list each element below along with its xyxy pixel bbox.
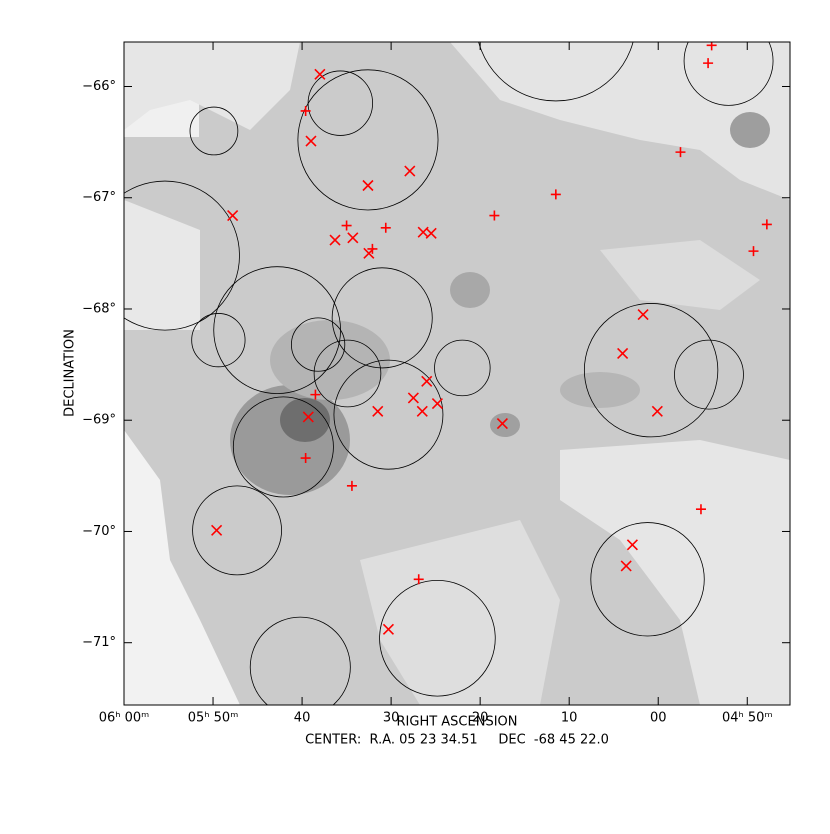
plus-marker — [300, 105, 311, 116]
x-marker — [626, 539, 638, 551]
x-marker — [496, 417, 508, 430]
region-circle — [333, 359, 444, 470]
region-circle — [434, 339, 491, 397]
region-circle — [291, 317, 346, 372]
region-circle — [313, 339, 382, 408]
region-circle — [683, 42, 774, 106]
y-tick-label: −70° — [82, 524, 116, 539]
plus-marker — [550, 189, 561, 200]
y-tick-label: −68° — [82, 301, 116, 316]
region-circle — [674, 339, 744, 410]
x-marker — [329, 234, 341, 246]
x-marker — [620, 560, 632, 572]
region-circle — [297, 69, 439, 211]
x-tick-label: 10 — [561, 711, 578, 726]
y-tick-label: −66° — [82, 79, 116, 94]
region-circle — [192, 485, 282, 576]
x-marker — [302, 411, 314, 423]
plus-marker — [380, 222, 391, 233]
plus-marker — [413, 574, 424, 585]
x-tick-label: 00 — [650, 711, 667, 726]
plot-frame — [123, 41, 791, 706]
x-tick-label: 20 — [472, 711, 489, 726]
x-tick-label: 30 — [383, 711, 400, 726]
plus-marker — [300, 453, 311, 464]
x-marker — [211, 524, 223, 536]
region-circle — [583, 303, 719, 438]
x-marker — [651, 405, 663, 417]
plus-marker — [761, 219, 772, 230]
plus-marker — [695, 504, 706, 515]
x-tick-label: 40 — [294, 711, 311, 726]
region-circle — [232, 396, 334, 498]
x-marker — [305, 135, 317, 147]
x-marker — [416, 405, 428, 417]
center-label: CENTER: R.A. 05 23 34.51 DEC -68 45 22.0 — [305, 733, 609, 748]
plus-marker — [310, 389, 321, 400]
plus-marker — [367, 243, 378, 254]
y-tick-label: −67° — [82, 190, 116, 205]
plus-marker — [703, 58, 714, 69]
region-circle — [189, 106, 239, 156]
x-marker — [227, 209, 239, 222]
y-tick-label: −69° — [82, 413, 116, 428]
plus-marker — [341, 220, 352, 231]
x-marker — [431, 397, 443, 410]
region-circle — [331, 267, 433, 369]
plus-marker — [748, 246, 759, 257]
region-circle — [191, 313, 246, 368]
y-tick-label: −71° — [82, 635, 116, 650]
x-marker — [347, 232, 359, 244]
plus-marker — [346, 480, 357, 491]
x-marker — [421, 375, 433, 387]
plus-marker — [489, 210, 500, 221]
region-circle — [478, 42, 634, 102]
x-marker — [425, 227, 437, 239]
x-marker — [382, 623, 395, 635]
x-marker — [637, 308, 649, 321]
x-marker — [314, 68, 326, 80]
x-axis-title: RIGHT ASCENSION — [397, 715, 518, 730]
region-circle — [249, 616, 351, 705]
region-circle — [379, 580, 496, 697]
x-marker — [362, 179, 374, 192]
region-circle — [124, 180, 240, 331]
x-marker — [372, 405, 384, 417]
x-tick-label: 06ʰ 00ᵐ — [99, 711, 150, 726]
image-background — [124, 42, 790, 705]
x-tick-label: 04ʰ 50ᵐ — [722, 711, 773, 726]
x-tick-label: 05ʰ 50ᵐ — [188, 711, 239, 726]
x-marker — [617, 347, 629, 360]
y-axis-title: DECLINATION — [63, 329, 78, 417]
plot-marks — [124, 42, 774, 705]
x-marker — [404, 165, 416, 177]
region-circle — [590, 522, 705, 637]
plus-marker — [675, 147, 686, 158]
x-marker — [407, 392, 419, 404]
